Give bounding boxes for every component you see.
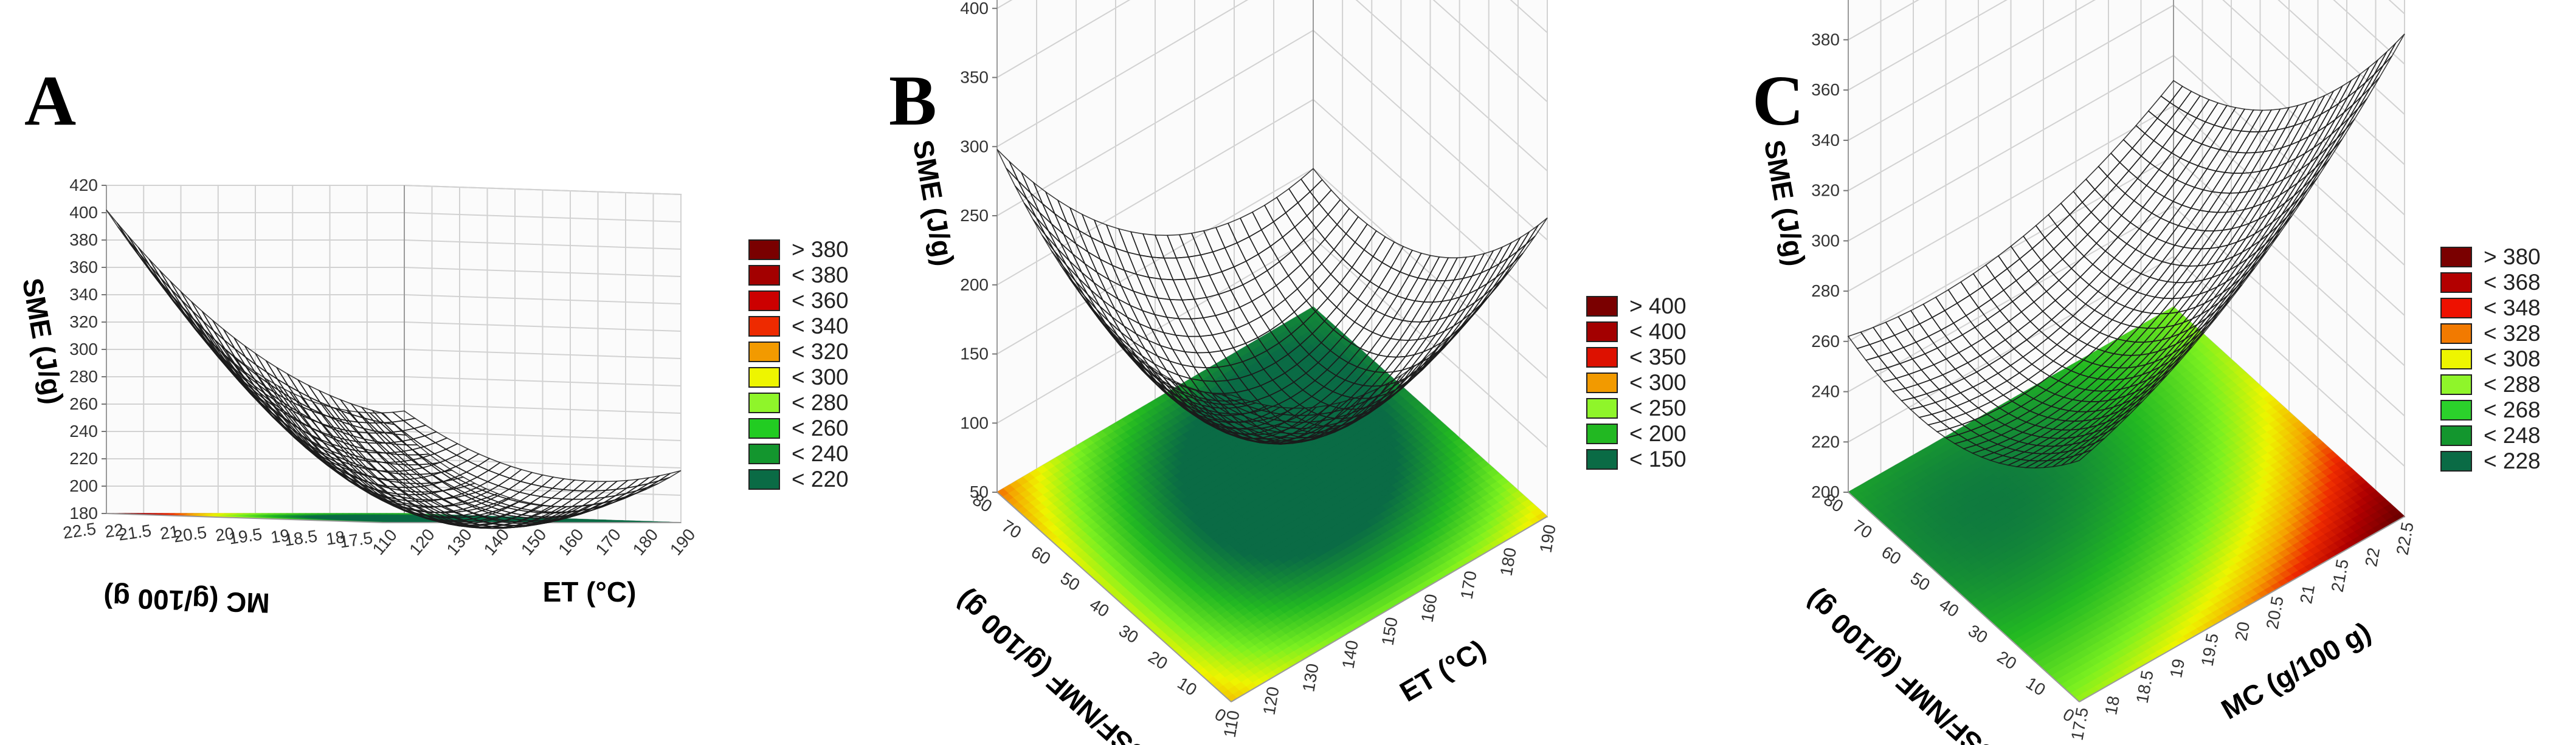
legend-label: < 240 — [792, 441, 849, 466]
z-tick-label: 360 — [69, 258, 98, 276]
legend-swatch — [748, 239, 780, 260]
z-tick-label: 280 — [69, 367, 98, 386]
x-tick-label: 170 — [592, 525, 624, 559]
legend-swatch — [748, 418, 780, 439]
legend-label: > 380 — [792, 237, 849, 262]
x-tick-label: 130 — [443, 525, 475, 559]
legend-swatch — [748, 367, 780, 388]
legend: > 380< 380< 360< 340< 320< 300< 280< 260… — [748, 237, 849, 492]
panel-a: 180 200 220 240 260 280 300 320 340 360 380 400 420 1… — [16, 61, 849, 619]
z-tick-label: 340 — [69, 285, 98, 304]
legend-label: < 320 — [792, 339, 849, 364]
legend-swatch — [748, 342, 780, 362]
y-tick-label: 21 — [159, 522, 180, 543]
legend-label: < 260 — [792, 416, 849, 441]
z-tick-label: 300 — [69, 340, 98, 359]
back-walls — [106, 184, 682, 524]
legend-swatch — [748, 469, 780, 490]
z-tick-label: 240 — [69, 422, 98, 441]
z-tick-label: 220 — [69, 449, 98, 468]
y-tick-label: 20 — [214, 524, 235, 545]
legend-label: < 360 — [792, 288, 849, 313]
z-tick-label: 400 — [69, 203, 98, 222]
z-tick-label: 200 — [69, 476, 98, 495]
x-tick-label: 110 — [369, 526, 401, 558]
y-tick-label: 19 — [269, 526, 291, 547]
x-tick-label: 190 — [666, 525, 699, 559]
legend-label: < 280 — [792, 390, 849, 415]
z-axis-title: SME (J/g) — [16, 276, 70, 407]
x-tick-label: 180 — [629, 525, 662, 559]
legend-swatch — [748, 316, 780, 337]
legend-swatch — [748, 393, 780, 413]
y-axis-title: MC (g/100 g) — [103, 582, 270, 619]
z-tick-label: 420 — [69, 176, 98, 194]
x-tick-label: 120 — [406, 525, 438, 559]
legend-label: < 380 — [792, 263, 849, 287]
x-tick-label: 160 — [554, 525, 587, 559]
z-tick-label: 320 — [69, 312, 98, 331]
x-axis-title: ET (°C) — [543, 576, 637, 608]
legend-swatch — [748, 265, 780, 286]
y-tick-label: 22.5 — [62, 519, 97, 542]
legend-swatch — [748, 290, 780, 311]
x-tick-label: 150 — [517, 525, 550, 559]
legend-label: < 220 — [792, 467, 849, 492]
x-tick-label: 140 — [480, 525, 513, 559]
y-tick-label: 22 — [103, 520, 125, 541]
panel-letter: A — [24, 61, 76, 140]
z-tick-label: 380 — [69, 230, 98, 249]
legend-swatch — [748, 444, 780, 464]
panel-b: 5010015020025030035040045011012013014015… — [889, 0, 1687, 745]
legend-label: < 340 — [792, 314, 849, 338]
y-tick-label: 18 — [325, 527, 346, 549]
legend-label: < 300 — [792, 365, 849, 390]
z-tick-label: 260 — [69, 394, 98, 413]
